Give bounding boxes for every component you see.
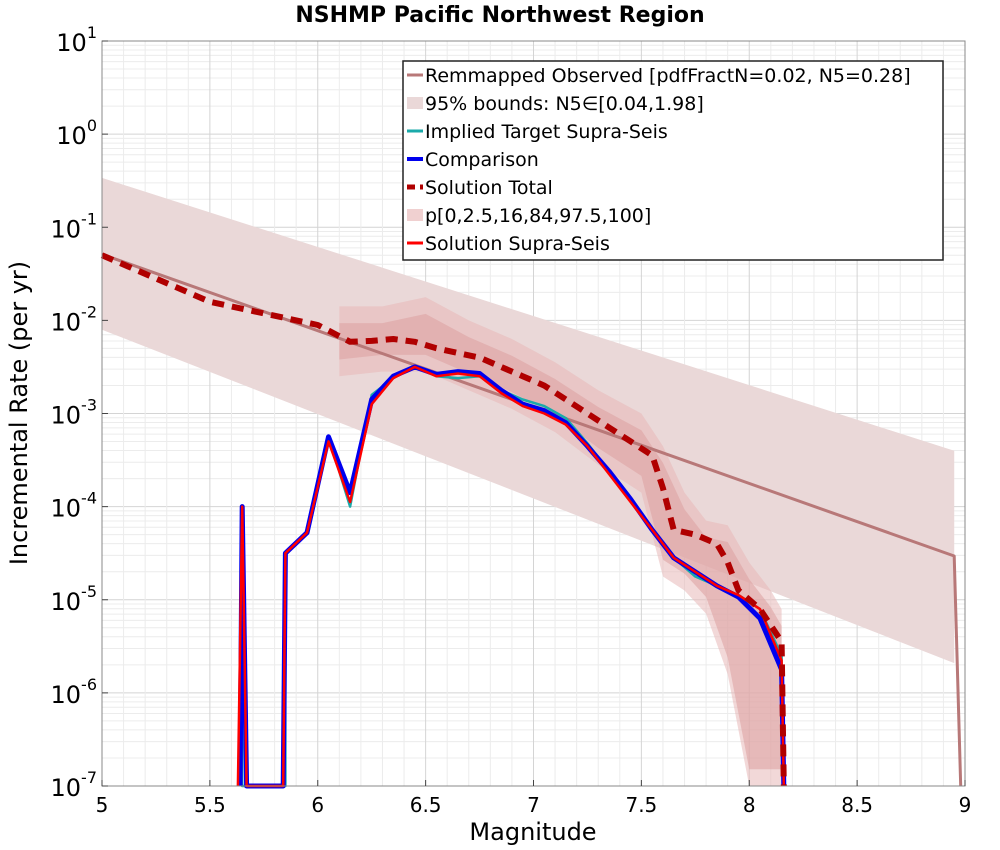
y-tick-exponent: -1 <box>81 209 97 228</box>
y-tick-exponent: -4 <box>81 489 97 508</box>
y-tick-label: 100 <box>56 116 97 150</box>
x-tick-label: 9 <box>959 793 972 817</box>
x-tick-label: 8.5 <box>841 793 873 817</box>
y-tick-label: 10-3 <box>51 396 98 430</box>
y-tick-base: 10 <box>51 215 82 243</box>
legend-label: Comparison <box>425 149 539 171</box>
legend-label: 95% bounds: N5∈[0.04,1.98] <box>425 93 704 115</box>
y-tick-base: 10 <box>51 588 82 616</box>
x-tick-label: 6.5 <box>410 793 442 817</box>
y-tick-exponent: -2 <box>81 302 97 321</box>
solution-supra-seis-line <box>236 365 786 788</box>
y-tick-label: 10-1 <box>51 209 98 243</box>
legend-label: Remmapped Observed [pdfFractN=0.02, N5=0… <box>425 65 911 87</box>
x-tick-label: 5 <box>96 793 109 817</box>
x-axis-ticks: 5 5.5 6 6.5 7 7.5 8 8.5 9 <box>96 780 972 817</box>
y-tick-exponent: 0 <box>87 116 97 135</box>
y-tick-base: 10 <box>56 122 87 150</box>
percentile-band-inner <box>339 313 782 770</box>
x-tick-label: 8 <box>743 793 756 817</box>
y-tick-label: 10-5 <box>51 582 98 616</box>
chart-title: NSHMP Pacific Northwest Region <box>295 3 704 28</box>
legend-label: Implied Target Supra-Seis <box>425 121 668 143</box>
series-lines <box>100 252 963 789</box>
y-tick-base: 10 <box>51 495 82 523</box>
y-tick-label: 10-7 <box>51 768 98 802</box>
y-tick-exponent: -6 <box>81 675 97 694</box>
legend-swatch <box>407 97 423 109</box>
x-tick-label: 6 <box>311 793 324 817</box>
legend: Remmapped Observed [pdfFractN=0.02, N5=0… <box>402 60 944 261</box>
x-tick-label: 7.5 <box>625 793 657 817</box>
legend-label: p[0,2.5,16,84,97.5,100] <box>425 205 651 227</box>
legend-box <box>402 60 944 261</box>
y-tick-exponent: -7 <box>81 768 97 787</box>
bounds-band <box>102 177 955 664</box>
x-axis-title: Magnitude <box>469 818 596 846</box>
y-tick-exponent: -5 <box>81 582 97 601</box>
y-tick-label: 101 <box>56 23 97 57</box>
legend-swatch <box>407 209 423 221</box>
legend-label: Solution Supra-Seis <box>425 233 610 255</box>
y-tick-base: 10 <box>51 402 82 430</box>
y-tick-label: 10-6 <box>51 675 98 709</box>
y-tick-base: 10 <box>56 29 87 57</box>
y-axis-title: Incremental Rate (per yr) <box>5 261 33 565</box>
y-tick-base: 10 <box>51 308 82 336</box>
x-tick-label: 7 <box>527 793 540 817</box>
y-tick-base: 10 <box>51 774 82 802</box>
y-tick-exponent: 1 <box>87 23 97 42</box>
legend-label: Solution Total <box>425 177 553 199</box>
y-tick-exponent: -3 <box>81 396 97 415</box>
x-tick-label: 5.5 <box>194 793 226 817</box>
observed-line <box>101 252 963 787</box>
y-tick-label: 10-2 <box>51 302 98 336</box>
y-tick-label: 10-4 <box>51 489 98 523</box>
y-tick-base: 10 <box>51 681 82 709</box>
